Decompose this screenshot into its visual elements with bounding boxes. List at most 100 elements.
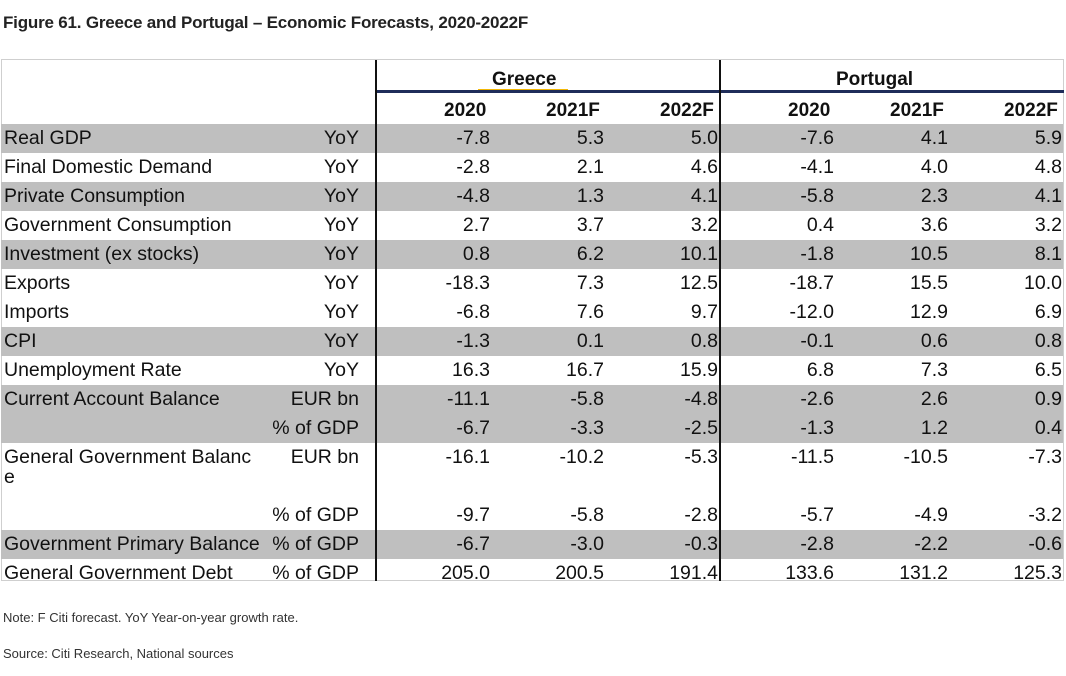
portugal-value: -12.0 <box>789 301 834 323</box>
row-label-continued: e <box>4 466 15 488</box>
footnote: Note: F Citi forecast. YoY Year-on-year … <box>3 610 299 625</box>
portugal-value: 4.1 <box>920 127 948 149</box>
portugal-value: 6.5 <box>1034 359 1062 381</box>
portugal-value: 0.4 <box>806 214 834 236</box>
year-header-portugal-2020: 2020 <box>788 100 831 121</box>
portugal-value: 15.5 <box>910 272 948 294</box>
greece-value: 2.1 <box>576 156 604 178</box>
greece-value: -4.8 <box>684 388 718 410</box>
row-label: Imports <box>4 301 70 323</box>
row-label: Private Consumption <box>4 185 186 207</box>
greece-value: -18.3 <box>445 272 490 294</box>
table-row: Government Consumption YoY 2.7 3.7 3.2 0.4 3.6… <box>1 211 1063 240</box>
portugal-value: 5.9 <box>1034 127 1062 149</box>
row-label: Government Primary Balance <box>4 533 260 555</box>
row-label: Exports <box>4 272 71 294</box>
portugal-value: 0.9 <box>1034 388 1062 410</box>
greece-value: 3.2 <box>690 214 718 236</box>
portugal-value: -2.2 <box>914 533 948 555</box>
table-row: % of GDP -6.7 -3.3 -2.5 -1.3 1.2 0.4 <box>1 414 1063 443</box>
greece-value: 5.0 <box>690 127 718 149</box>
portugal-value: -5.8 <box>800 185 834 207</box>
greece-value: 12.5 <box>680 272 718 294</box>
greece-header-rule <box>377 90 720 93</box>
greece-value: 10.1 <box>680 243 718 265</box>
portugal-value: -0.6 <box>1028 533 1062 555</box>
row-unit: YoY <box>323 301 359 323</box>
portugal-value: 131.2 <box>899 562 948 584</box>
greece-value: 16.3 <box>452 359 490 381</box>
table-row: Real GDP YoY -7.8 5.3 5.0 -7.6 4.1 5.9 <box>1 124 1063 153</box>
year-header-greece-2021f: 2021F <box>546 100 600 121</box>
row-unit: % of GDP <box>272 562 359 584</box>
greece-value: -4.8 <box>456 185 490 207</box>
greece-value: -5.8 <box>570 388 604 410</box>
greece-value: 9.7 <box>690 301 718 323</box>
greece-value: -7.8 <box>456 127 490 149</box>
source-note: Source: Citi Research, National sources <box>3 646 234 661</box>
greece-value: -6.8 <box>456 301 490 323</box>
greece-value: -11.1 <box>447 388 490 410</box>
greece-value: -16.1 <box>445 446 490 468</box>
greece-value: 0.1 <box>576 330 604 352</box>
greece-value: -2.5 <box>684 417 718 439</box>
row-unit: % of GDP <box>272 504 359 526</box>
table-row: % of GDP -9.7 -5.8 -2.8 -5.7 -4.9 -3.2 <box>1 501 1063 530</box>
table-row: Final Domestic Demand YoY -2.8 2.1 4.6 -4.1 4.… <box>1 153 1063 182</box>
row-unit: YoY <box>323 156 359 178</box>
portugal-value: 10.5 <box>910 243 948 265</box>
portugal-value: 7.3 <box>920 359 948 381</box>
greece-value: -3.3 <box>570 417 604 439</box>
greece-value: 6.2 <box>576 243 604 265</box>
portugal-value: -1.8 <box>800 243 834 265</box>
greece-value: -6.7 <box>456 417 490 439</box>
row-label: Unemployment Rate <box>4 359 182 381</box>
table-row: Private Consumption YoY -4.8 1.3 4.1 -5.8 2.3 4… <box>1 182 1063 211</box>
table-row: Government Primary Balance % of GDP -6.7 -3… <box>1 530 1063 559</box>
portugal-value: -4.1 <box>800 156 834 178</box>
row-label: General Government Debt <box>4 562 233 584</box>
figure-title: Figure 61. Greece and Portugal – Economi… <box>3 13 529 32</box>
portugal-value: -18.7 <box>789 272 834 294</box>
greece-value: -5.8 <box>570 504 604 526</box>
row-unit: EUR bn <box>290 388 359 410</box>
portugal-value: 1.2 <box>920 417 948 439</box>
row-unit: YoY <box>323 127 359 149</box>
table-row: CPI YoY -1.3 0.1 0.8 -0.1 0.6 0.8 <box>1 327 1063 356</box>
portugal-value: -2.6 <box>800 388 834 410</box>
greece-value: 3.7 <box>576 214 604 236</box>
greece-value: -2.8 <box>684 504 718 526</box>
greece-value: 15.9 <box>680 359 718 381</box>
portugal-value: 4.1 <box>1034 185 1062 207</box>
row-unit: YoY <box>323 185 359 207</box>
label-divider <box>375 60 377 581</box>
row-label: Final Domestic Demand <box>4 156 213 178</box>
portugal-value: 4.0 <box>920 156 948 178</box>
portugal-value: 4.8 <box>1034 156 1062 178</box>
greece-value: -2.8 <box>456 156 490 178</box>
greece-value: -10.2 <box>559 446 604 468</box>
greece-value: -1.3 <box>456 330 490 352</box>
table-row: General Government Debt % of GDP 205.0 200.… <box>1 559 1063 588</box>
greece-value: 7.3 <box>576 272 604 294</box>
greece-value: 0.8 <box>690 330 718 352</box>
year-header-greece-2020: 2020 <box>444 100 487 121</box>
greece-header: Greece <box>492 69 557 90</box>
portugal-value: -2.8 <box>800 533 834 555</box>
portugal-value: 2.6 <box>920 388 948 410</box>
portugal-value: -5.7 <box>800 504 834 526</box>
greece-value: 1.3 <box>576 185 604 207</box>
row-unit: YoY <box>323 272 359 294</box>
greece-value: 191.4 <box>669 562 718 584</box>
portugal-value: -11.5 <box>791 446 834 468</box>
greece-value: 205.0 <box>441 562 490 584</box>
portugal-value: 125.3 <box>1013 562 1062 584</box>
table-row: Unemployment Rate YoY 16.3 16.7 15.9 6.8 7.3 6.… <box>1 356 1063 385</box>
row-unit: EUR bn <box>290 446 359 468</box>
row-unit: YoY <box>323 214 359 236</box>
greece-value: 200.5 <box>555 562 604 584</box>
portugal-value: -7.6 <box>800 127 834 149</box>
greece-value: 16.7 <box>566 359 604 381</box>
portugal-value: 3.6 <box>920 214 948 236</box>
greece-value: 7.6 <box>576 301 604 323</box>
